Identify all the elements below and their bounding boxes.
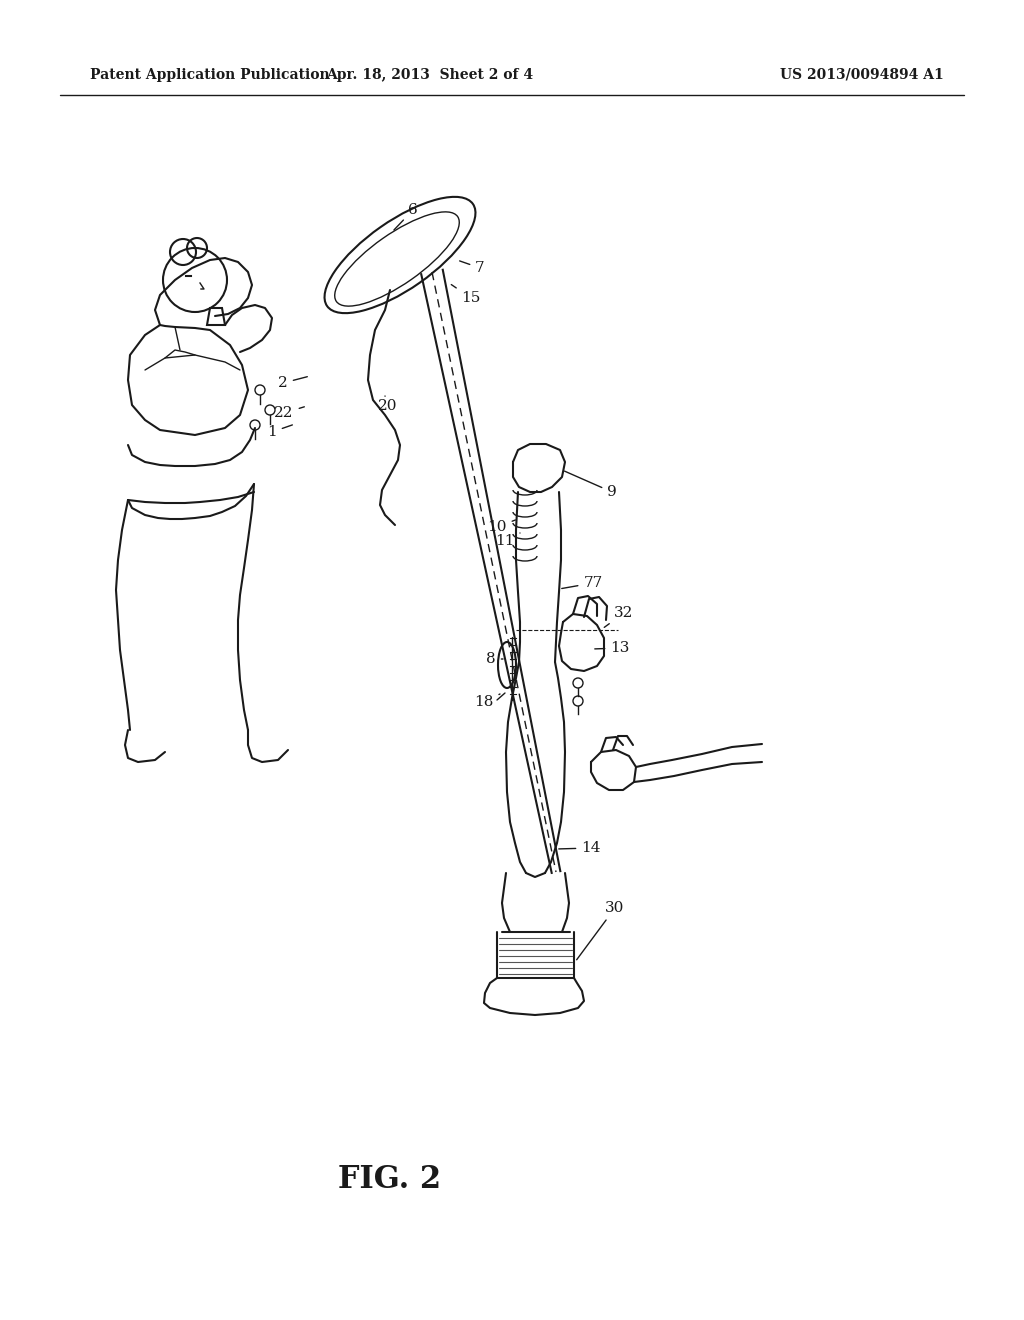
Text: 9: 9 (564, 471, 616, 499)
Text: 30: 30 (577, 902, 625, 960)
Text: 1: 1 (267, 425, 293, 440)
Text: 13: 13 (595, 642, 630, 655)
Text: 14: 14 (559, 841, 601, 855)
Text: US 2013/0094894 A1: US 2013/0094894 A1 (780, 69, 944, 82)
Text: 20: 20 (378, 396, 397, 413)
Text: 7: 7 (460, 261, 484, 275)
Text: 6: 6 (394, 203, 418, 230)
Text: 10: 10 (487, 520, 515, 535)
Text: 11: 11 (496, 533, 520, 548)
Text: 8: 8 (486, 652, 503, 667)
Text: Patent Application Publication: Patent Application Publication (90, 69, 330, 82)
Text: 15: 15 (452, 285, 480, 305)
Text: 18: 18 (474, 694, 500, 709)
Text: 77: 77 (562, 576, 603, 590)
Text: 32: 32 (604, 606, 634, 627)
Text: 22: 22 (274, 407, 304, 420)
Text: FIG. 2: FIG. 2 (339, 1164, 441, 1196)
Text: Apr. 18, 2013  Sheet 2 of 4: Apr. 18, 2013 Sheet 2 of 4 (327, 69, 534, 82)
Text: 2: 2 (279, 376, 307, 389)
